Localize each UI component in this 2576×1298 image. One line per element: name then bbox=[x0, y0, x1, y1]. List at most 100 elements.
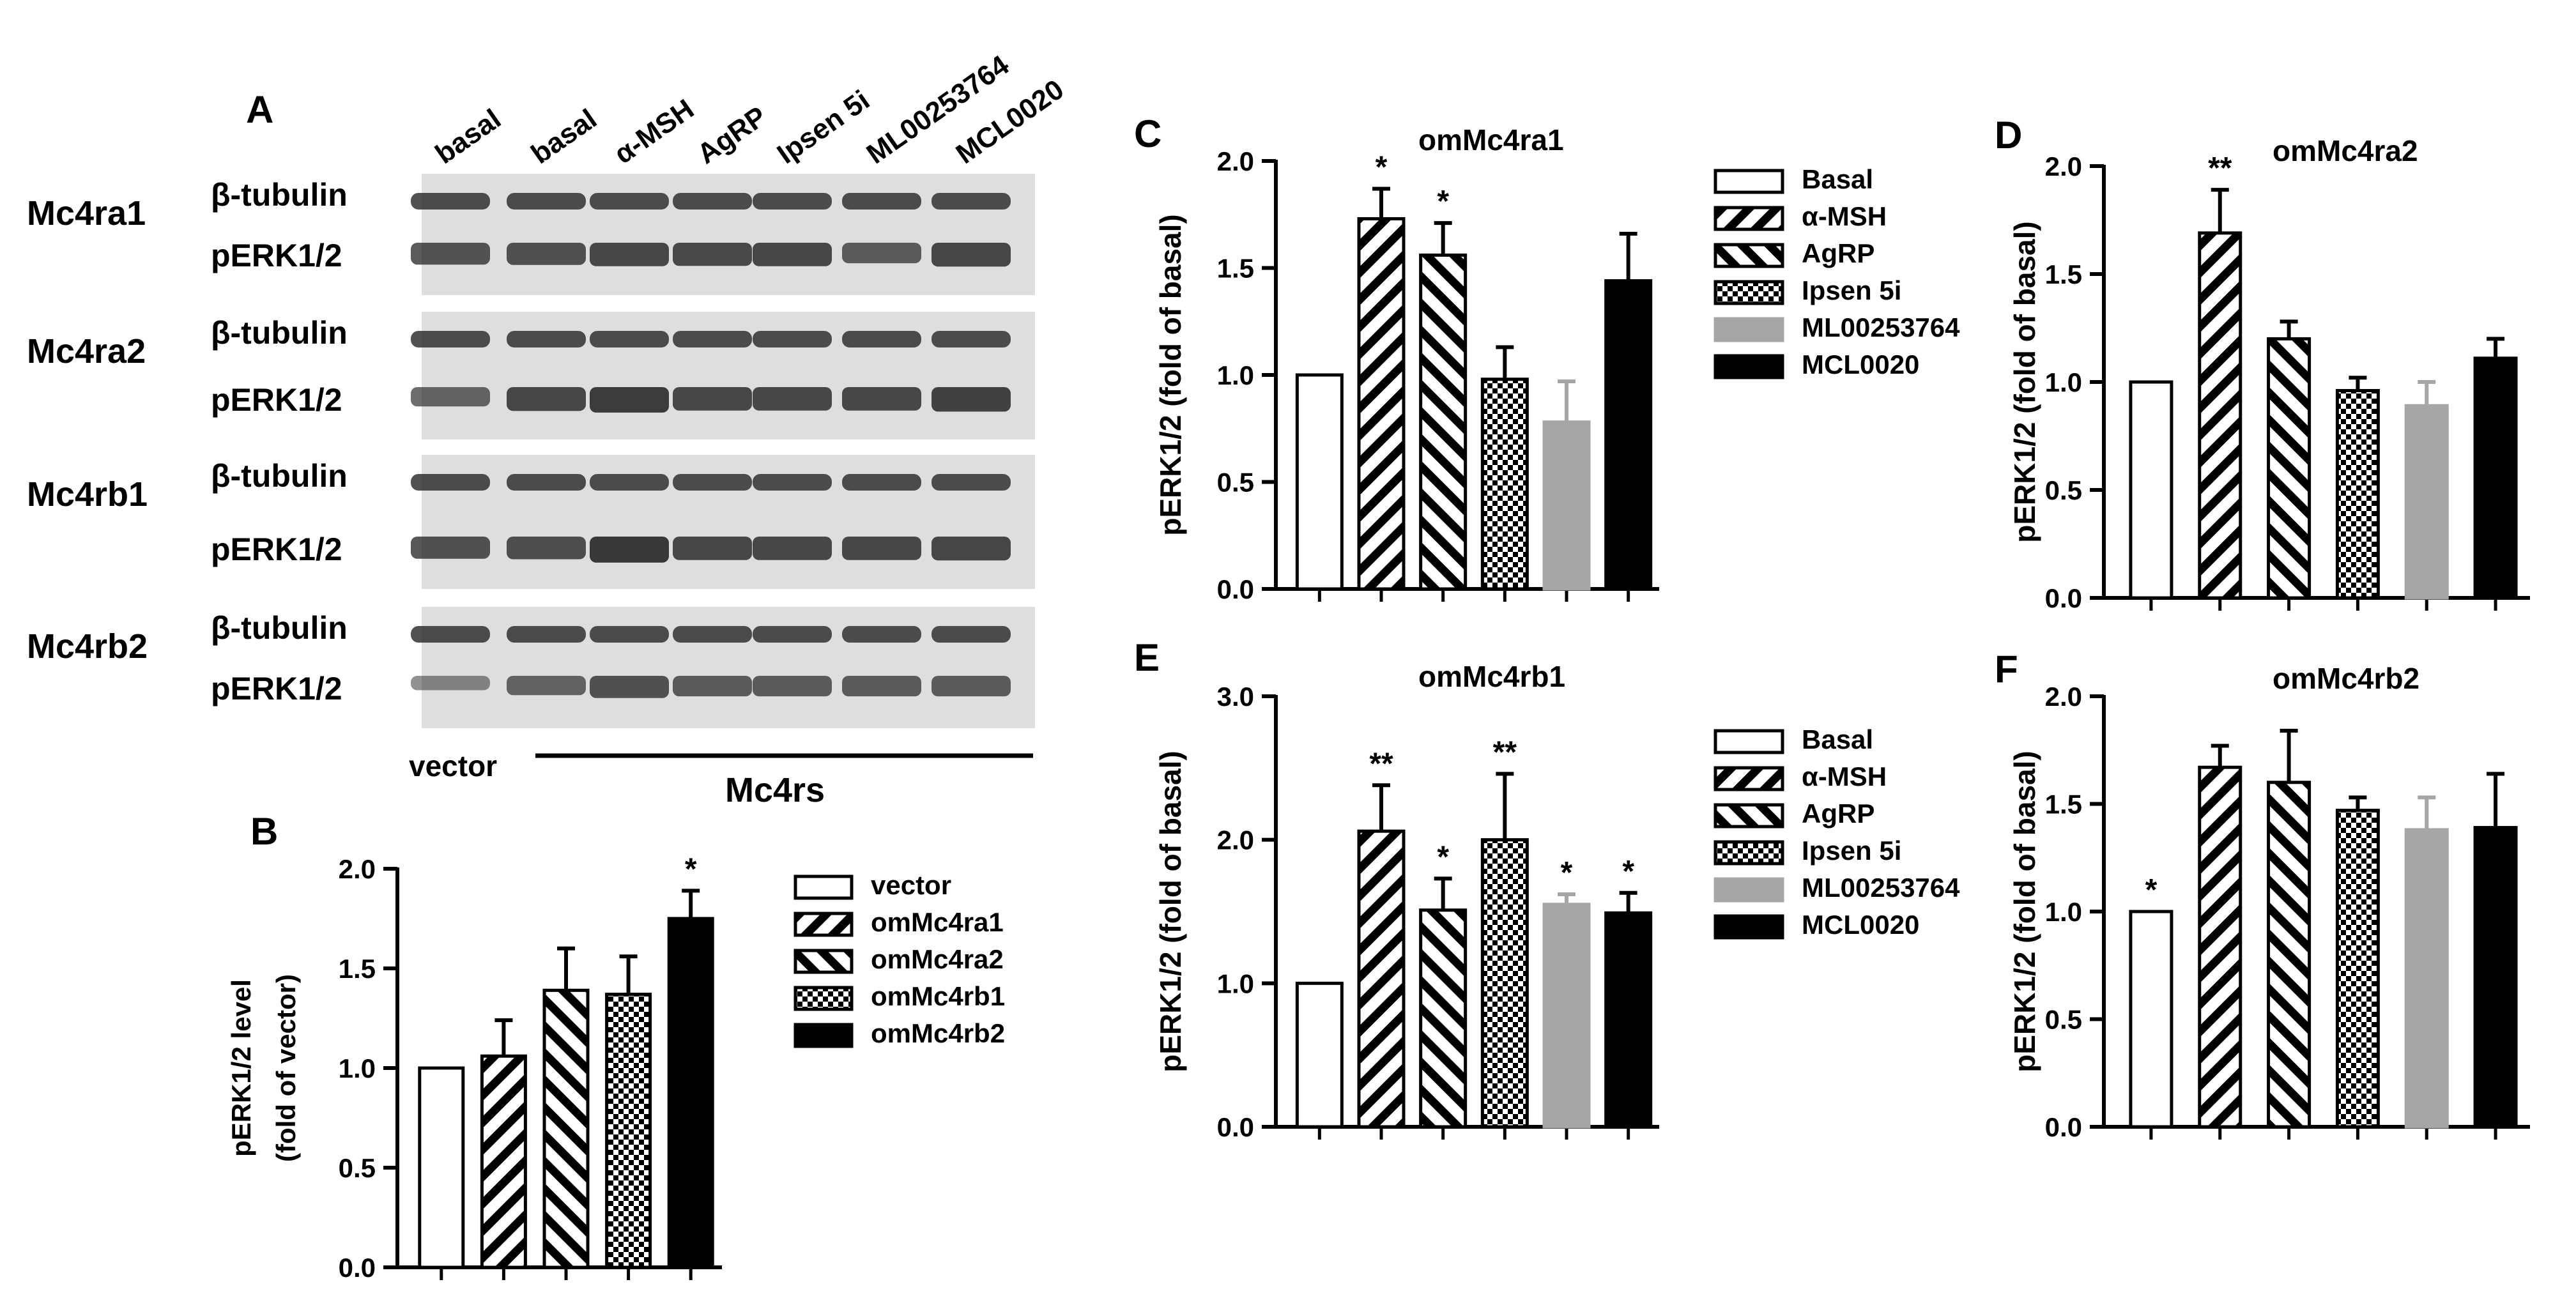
legend-swatch bbox=[1713, 766, 1784, 791]
perk-label: pERK1/2 bbox=[211, 531, 342, 567]
significance-label: * bbox=[2145, 873, 2158, 907]
y-tick-label: 1.0 bbox=[1217, 360, 1254, 390]
blot-membrane bbox=[422, 174, 1035, 295]
y-axis-label: pERK1/2 (fold of basal) bbox=[2008, 221, 2041, 542]
legend-label: MCL0020 bbox=[1802, 910, 1919, 940]
perk-band bbox=[842, 676, 921, 697]
y-axis-label: pERK1/2 level bbox=[226, 979, 256, 1157]
perk-band bbox=[753, 243, 832, 266]
legend-swatch bbox=[1713, 280, 1784, 305]
chart-title: omMc4rb1 bbox=[1418, 660, 1565, 693]
tubulin-band bbox=[931, 193, 1011, 210]
tubulin-band bbox=[411, 626, 490, 643]
y-tick-label: 1.5 bbox=[1217, 254, 1254, 284]
perk-band bbox=[507, 676, 586, 696]
bar bbox=[1357, 829, 1406, 1129]
tubulin-band bbox=[411, 193, 490, 210]
significance-label: ** bbox=[1493, 735, 1517, 769]
legend-swatch bbox=[793, 949, 854, 974]
tubulin-band bbox=[842, 626, 921, 643]
perk-label: pERK1/2 bbox=[211, 238, 342, 273]
significance-label: * bbox=[1561, 856, 1573, 890]
panel-letter: D bbox=[1995, 114, 2022, 157]
significance-label: * bbox=[1622, 855, 1634, 889]
significance-label: * bbox=[685, 852, 697, 886]
tubulin-band bbox=[411, 474, 490, 491]
significance-label: * bbox=[1376, 151, 1388, 185]
legend-swatch bbox=[793, 1023, 854, 1048]
perk-band bbox=[411, 387, 490, 407]
blot-group: Mc4rb1 β-tubulin pERK1/2 bbox=[27, 455, 1035, 589]
bar bbox=[418, 1066, 465, 1269]
tubulin-band bbox=[673, 193, 752, 210]
lane-label: α-MSH bbox=[609, 93, 700, 170]
blot-membrane bbox=[422, 607, 1035, 728]
tubulin-band bbox=[590, 626, 669, 643]
legend-swatch bbox=[793, 986, 854, 1011]
legend-label: omMc4ra1 bbox=[871, 907, 1004, 937]
tubulin-band bbox=[673, 474, 752, 491]
perk-band bbox=[842, 387, 921, 411]
perk-band bbox=[842, 537, 921, 560]
y-axis-label: pERK1/2 (fold of basal) bbox=[1154, 751, 1187, 1072]
bar bbox=[2473, 356, 2518, 600]
significance-label: * bbox=[1437, 840, 1449, 874]
legend-swatch bbox=[1713, 317, 1784, 342]
tubulin-band bbox=[931, 474, 1011, 491]
perk-band bbox=[753, 537, 832, 560]
tubulin-band bbox=[753, 193, 832, 210]
legend-swatch bbox=[1713, 914, 1784, 940]
tubulin-band bbox=[507, 474, 586, 491]
tubulin-band bbox=[753, 474, 832, 491]
y-tick-label: 0.5 bbox=[1217, 468, 1254, 498]
panel-letter-a: A bbox=[246, 88, 273, 131]
bar bbox=[1295, 373, 1344, 591]
legend-label: α-MSH bbox=[1802, 201, 1887, 231]
tubulin-band bbox=[590, 331, 669, 347]
y-tick-label: 2.0 bbox=[1217, 825, 1254, 855]
y-tick-label: 1.0 bbox=[339, 1053, 376, 1083]
legend-swatch bbox=[1713, 840, 1784, 866]
panel-letter: F bbox=[1995, 648, 2018, 691]
bar bbox=[2335, 809, 2380, 1129]
panel-letter: B bbox=[250, 810, 278, 853]
lane-label: basal bbox=[430, 103, 507, 171]
bar bbox=[605, 993, 652, 1269]
bar bbox=[1419, 253, 1468, 591]
panel-letter: C bbox=[1134, 112, 1162, 155]
perk-band bbox=[507, 537, 586, 560]
y-tick-label: 2.0 bbox=[339, 854, 376, 884]
perk-band bbox=[673, 537, 752, 560]
bar bbox=[2335, 389, 2380, 600]
lane-label: basal bbox=[526, 103, 602, 171]
perk-band bbox=[931, 243, 1011, 267]
legend-label: Ipsen 5i bbox=[1802, 275, 1901, 305]
bar bbox=[1604, 911, 1653, 1129]
tubulin-band bbox=[842, 474, 921, 491]
perk-band bbox=[590, 537, 669, 563]
chart-title: omMc4ra2 bbox=[2273, 134, 2418, 167]
legend-swatch bbox=[1713, 169, 1784, 194]
perk-label: pERK1/2 bbox=[211, 671, 342, 706]
tubulin-label: β-tubulin bbox=[211, 458, 348, 494]
y-tick-label: 0.0 bbox=[1217, 574, 1254, 604]
legend-label: Basal bbox=[1802, 724, 1873, 754]
y-tick-label: 0.0 bbox=[2045, 1112, 2082, 1142]
legend-label: AgRP bbox=[1802, 798, 1874, 828]
perk-band bbox=[411, 537, 490, 559]
y-tick-label: 2.0 bbox=[2045, 682, 2082, 712]
y-tick-label: 3.0 bbox=[1217, 682, 1254, 712]
panel-letter: E bbox=[1134, 636, 1160, 679]
y-tick-label: 0.5 bbox=[2045, 1005, 2082, 1035]
y-tick-label: 0.0 bbox=[2045, 583, 2082, 613]
legend-label: ML00253764 bbox=[1802, 312, 1960, 342]
perk-band bbox=[673, 243, 752, 266]
chart-title: omMc4rb2 bbox=[2273, 662, 2419, 695]
tubulin-band bbox=[507, 626, 586, 643]
